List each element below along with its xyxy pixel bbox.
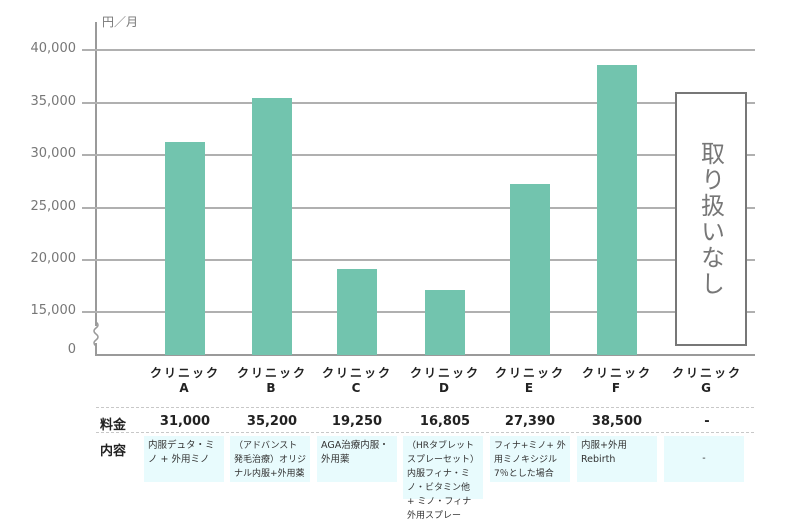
x-label-clinic-d: クリニック D [409, 366, 480, 395]
y-tick-label: 15,000 [30, 303, 77, 318]
gridline-25000 [82, 207, 755, 209]
price-clinic-c: 19,250 [331, 414, 383, 429]
y-tick-label: 35,000 [30, 94, 77, 109]
no-handling-text: 取り扱いなし [696, 141, 725, 297]
table-divider [96, 407, 754, 408]
content-clinic-d: （HRタブレットスプレーセット）内服フィナ・ミノ・ビタミン他 + ミノ・フィナ外… [403, 436, 483, 521]
content-clinic-f: 内服+外用Rebirth [577, 436, 657, 482]
x-axis-baseline [95, 354, 755, 356]
gridline-40000 [82, 49, 755, 51]
content-clinic-e: フィナ+ミノ+ 外用ミノキシジル7％とした場合 [490, 436, 570, 482]
y-tick-label: 25,000 [30, 199, 77, 214]
gridline-15000 [82, 311, 755, 313]
y-axis-line [95, 22, 97, 326]
x-label-clinic-f: クリニック F [581, 366, 652, 395]
axis-break-icon [93, 322, 99, 346]
price-row-label: 料金 [100, 418, 127, 433]
bar-clinic-a [165, 142, 205, 355]
price-clinic-d: 16,805 [419, 414, 471, 429]
bar-clinic-e [510, 184, 550, 355]
y-tick-label: 30,000 [30, 146, 77, 161]
price-clinic-a: 31,000 [159, 414, 211, 429]
gridline-30000 [82, 154, 755, 156]
bar-clinic-d [425, 290, 465, 355]
price-clinic-g: - [704, 414, 710, 429]
y-axis-line-low [95, 343, 97, 355]
gridline-35000 [82, 102, 755, 104]
content-clinic-g: - [664, 436, 744, 482]
bar-clinic-f [597, 65, 637, 355]
content-clinic-a: 内服デュタ・ミノ + 外用ミノ [144, 436, 224, 482]
content-row-label: 内容 [100, 444, 127, 459]
x-label-clinic-b: クリニック B [236, 366, 307, 395]
y-tick-label: 0 [67, 342, 76, 357]
x-label-clinic-c: クリニック C [321, 366, 392, 395]
x-label-clinic-g: クリニック G [671, 366, 742, 395]
bar-clinic-b [252, 98, 292, 355]
gridline-20000 [82, 259, 755, 261]
price-clinic-f: 38,500 [591, 414, 643, 429]
y-tick-label: 20,000 [30, 251, 77, 266]
no-handling-box: 取り扱いなし [675, 92, 747, 346]
price-clinic-e: 27,390 [504, 414, 556, 429]
y-tick-label: 40,000 [30, 41, 77, 56]
price-clinic-b: 35,200 [246, 414, 298, 429]
y-axis-unit-label: 円／月 [102, 15, 139, 29]
table-divider [96, 432, 754, 433]
bar-clinic-c [337, 269, 377, 355]
x-label-clinic-a: クリニック A [149, 366, 220, 395]
x-label-clinic-e: クリニック E [494, 366, 565, 395]
content-clinic-b: （アドバンスト発毛治療）オリジナル内服+外用薬 [230, 436, 310, 482]
content-clinic-c: AGA治療内服・外用薬 [317, 436, 397, 482]
